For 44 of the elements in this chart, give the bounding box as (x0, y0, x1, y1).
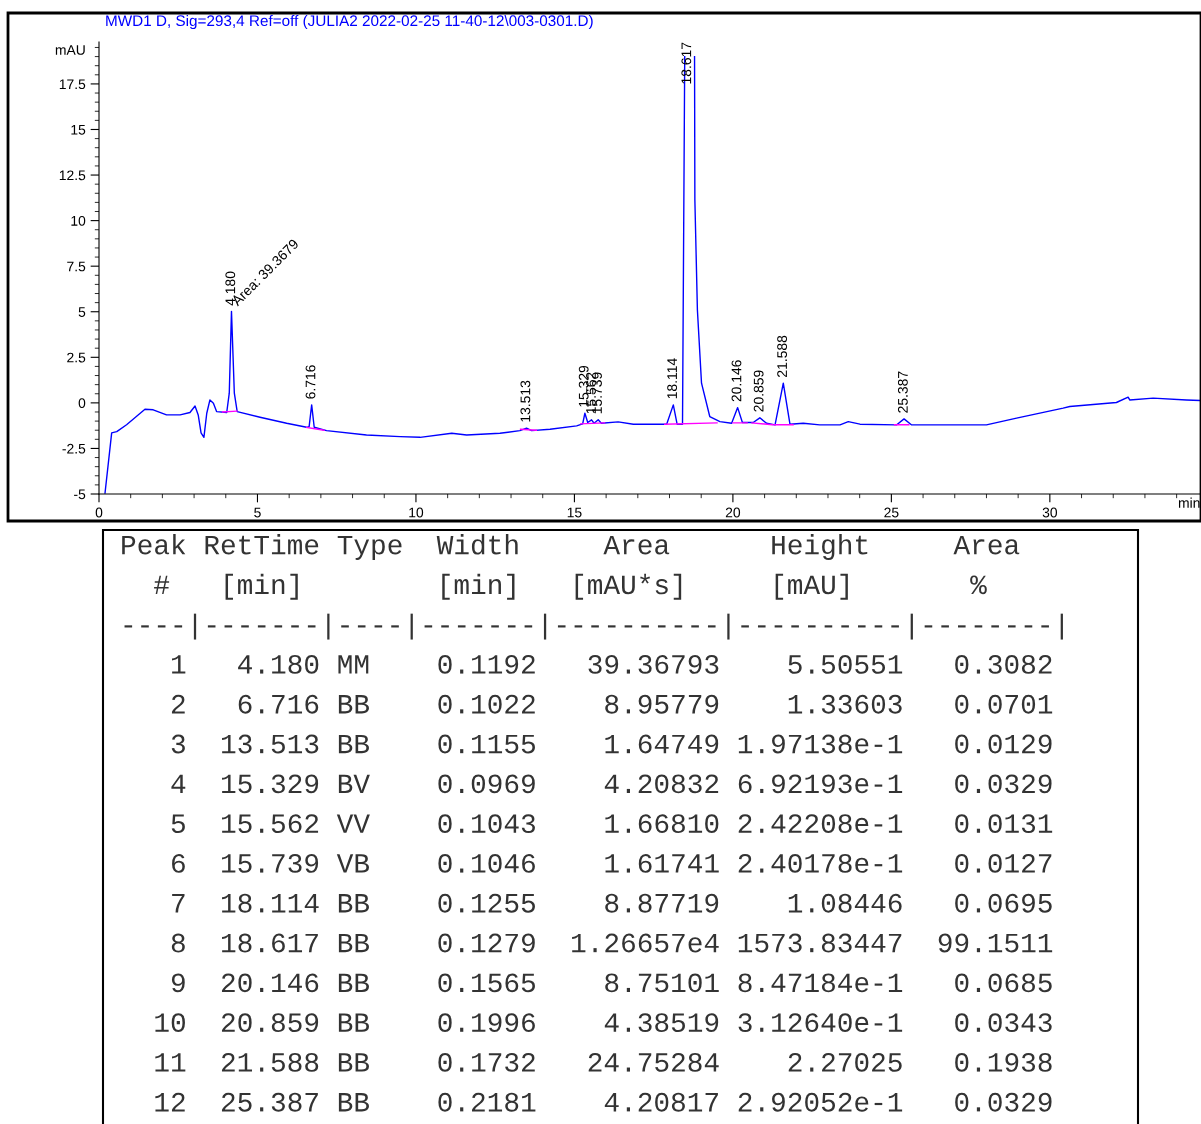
y-tick-label: 17.5 (59, 79, 86, 90)
x-tick-label: 30 (1042, 507, 1058, 518)
text: ----|-------|----|-------|----------|----------|--------| (124, 613, 1063, 640)
x-tick-label: 15 (567, 507, 582, 518)
annotation: 18.114 (667, 358, 678, 399)
y-tick-label: 15 (71, 124, 86, 135)
text: Peak RetTime Type Width Area Height Area (122, 534, 1020, 560)
text: 12 25.387 BB 0.2181 4.20817 2.92052e-1 0.0329 (155, 1092, 1052, 1112)
x-axis-title: min (1178, 497, 1200, 508)
y-tick-label: 2.5 (67, 352, 86, 363)
y-tick-label: 10 (71, 215, 86, 226)
text: 2 6.716 BB 0.1022 8.95779 1.33603 0.0701 (171, 694, 1053, 714)
annotation: 18.617 (681, 42, 692, 84)
text: 3 13.513 BB 0.1155 1.64749 1.97138e-1 0.0129 (171, 734, 1052, 754)
text: 8 18.617 BB 0.1279 1.26657e4 1573.83447 99.1511 (171, 933, 1053, 953)
text: 7 18.114 BB 0.1255 8.87719 1.08446 0.0695 (172, 893, 1052, 913)
chart-title: MWD1 D, Sig=293,4 Ref=off (JULIA2 2022-02-25 11-40-12\003-0301.D) (106, 14, 593, 30)
text: 6 15.739 VB 0.1046 1.61741 2.40178e-1 0.0127 (172, 854, 1052, 873)
text: 11 21.588 BB 0.1732 24.75284 2.27025 0.1938 (155, 1053, 1052, 1072)
y-tick-label: -5 (74, 489, 86, 500)
annotation: 25.387 (897, 371, 908, 413)
text: 10 20.859 BB 0.1996 4.38519 3.12640e-1 0.0343 (155, 1013, 1052, 1033)
x-tick-label: 25 (884, 507, 899, 518)
y-tick-label: -2.5 (62, 443, 86, 454)
text: 5 15.562 VV 0.1043 1.66810 2.42208e-1 0.0131 (171, 814, 1053, 834)
annotation: 21.588 (777, 335, 788, 377)
text: 4 15.329 BV 0.0969 4.20832 6.92193e-1 0.0329 (171, 774, 1052, 794)
y-tick-label: 0 (78, 398, 86, 409)
annotation: 20.859 (753, 370, 764, 412)
annotation: 4.180 (225, 271, 236, 306)
text: # [min] [min] [mAU*s] [mAU] % (154, 573, 987, 600)
y-axis-title: mAU (55, 45, 85, 55)
text: 9 20.146 BB 0.1565 8.75101 8.47184e-1 0.0685 (171, 973, 1052, 993)
x-tick-label: 20 (725, 507, 741, 518)
annotation: 6.716 (305, 365, 316, 399)
y-tick-label: 5 (78, 307, 86, 317)
annotation: 13.513 (520, 380, 531, 422)
y-tick-label: 12.5 (59, 170, 86, 181)
x-tick-label: 5 (254, 507, 261, 518)
text: 1 4.180 MM 0.1192 39.36793 5.50551 0.3082 (172, 655, 1052, 674)
annotation: 20.146 (731, 360, 742, 402)
x-tick-label: 0 (95, 507, 103, 518)
x-tick-label: 10 (409, 507, 424, 518)
y-tick-label: 7.5 (67, 261, 86, 272)
